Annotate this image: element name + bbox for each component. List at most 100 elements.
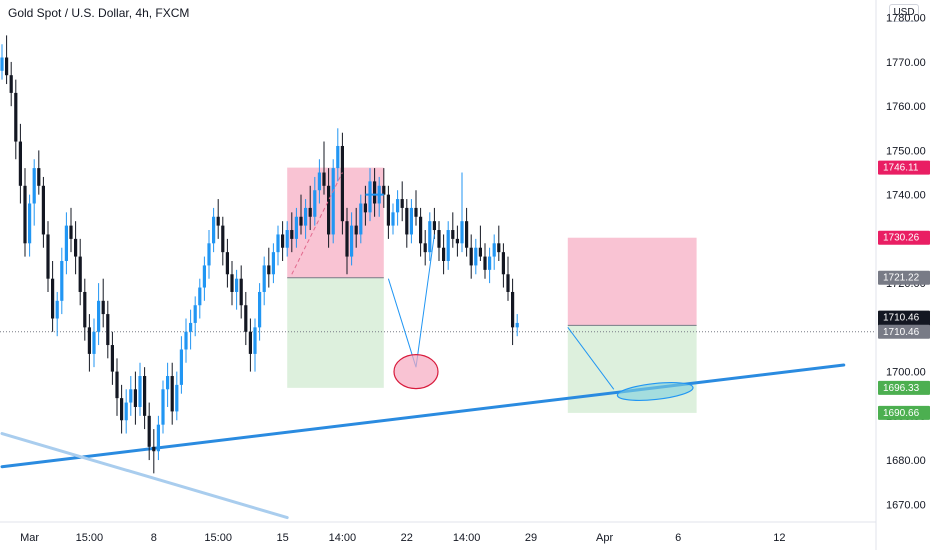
candle-body [97,300,101,332]
price-tick-label: 1680.00 [886,455,926,467]
candle-body [55,300,59,319]
candle-body [391,212,395,226]
candle-body [110,345,114,372]
candle-body [446,230,450,261]
candle-body [147,415,151,447]
time-tick-label: 22 [401,532,413,544]
candle-body [327,185,331,235]
price-tick-label: 1780.00 [886,13,926,25]
currency-button[interactable]: USD [889,4,919,22]
candle-body [143,376,147,416]
time-tick-label: 15 [276,532,288,544]
target-ellipse-red [393,353,439,390]
candle-body [184,331,188,350]
candle-body [37,168,41,186]
price-tag-label: 1696.33 [883,383,920,394]
candle-body [74,238,78,257]
candle-body [221,225,225,253]
candle-body [124,402,128,421]
candle-body [170,376,174,412]
price-tag-label: 1710.46 [883,313,920,324]
candle-body [239,278,243,306]
candle-body [290,230,294,239]
candle-body [69,225,73,239]
candle-body [386,194,390,226]
candle-body [276,234,280,253]
candle-body [156,424,160,452]
candle-body [285,230,289,248]
candle-body [87,327,91,354]
candles-group [0,35,519,474]
candle-body [437,230,441,248]
candle-body [400,199,404,208]
candle-body [483,256,487,270]
candle-body [506,274,510,292]
candle-body [451,230,455,239]
candle-body [0,57,4,71]
candle-body [212,216,216,244]
candle-body [244,305,248,332]
candle-body [409,207,413,235]
candle-body [396,199,400,213]
candle-body [405,207,409,235]
candle-body [281,234,285,248]
price-tag-1710.46 [878,324,930,339]
price-tag-1696.33 [878,380,930,395]
candle-body [313,190,317,217]
candle-body [64,225,68,261]
price-tag-1690.66 [878,405,930,420]
time-tick-label: 15:00 [204,532,232,544]
candle-body [432,221,436,231]
price-tick-label: 1760.00 [886,101,926,113]
candle-body [216,216,220,226]
candle-body [419,216,423,244]
candle-body [115,371,119,399]
candle-body [474,247,478,266]
price-tag-label: 1730.26 [883,233,920,244]
candle-body [331,168,335,235]
candle-body [83,291,87,328]
candle-body [189,322,193,332]
price-tag-label: 1710.46 [883,327,920,338]
candle-body [193,305,197,323]
candle-body [271,252,275,275]
candle-body [442,247,446,261]
candle-body [299,216,303,226]
candle-body [340,145,344,222]
candle-body [253,327,257,354]
candle-body [235,278,239,292]
price-tick-label: 1700.00 [886,367,926,379]
candle-body [51,278,55,319]
candle-body [258,291,262,328]
candle-body [23,185,27,244]
candle-body [262,265,266,292]
candle-body [138,376,142,407]
price-tag-label: 1690.66 [883,408,920,419]
time-tick-label: 14:00 [453,532,481,544]
price-tag-label: 1746.11 [883,163,919,174]
price-tick-label: 1750.00 [886,145,926,157]
candle-body [294,216,298,239]
candle-body [465,221,469,248]
candle-body [179,349,183,385]
candle-body [488,256,492,270]
candle-body [9,75,13,93]
candle-body [317,172,321,191]
candle-body [202,265,206,288]
candle-body [198,287,202,306]
candle-body [492,243,496,257]
candle-body [414,207,418,217]
time-tick-label: Mar [20,532,39,544]
candle-body [207,243,211,266]
candle-body [129,389,133,403]
candle-body [363,203,367,213]
candle-body [497,243,501,253]
time-tick-label: 8 [151,532,157,544]
candle-body [336,145,340,169]
price-tick-label: 1770.00 [886,57,926,69]
candle-body [78,256,82,292]
candle-body [308,207,312,217]
candle-body [423,243,427,253]
price-tick-label: 1670.00 [886,499,926,511]
